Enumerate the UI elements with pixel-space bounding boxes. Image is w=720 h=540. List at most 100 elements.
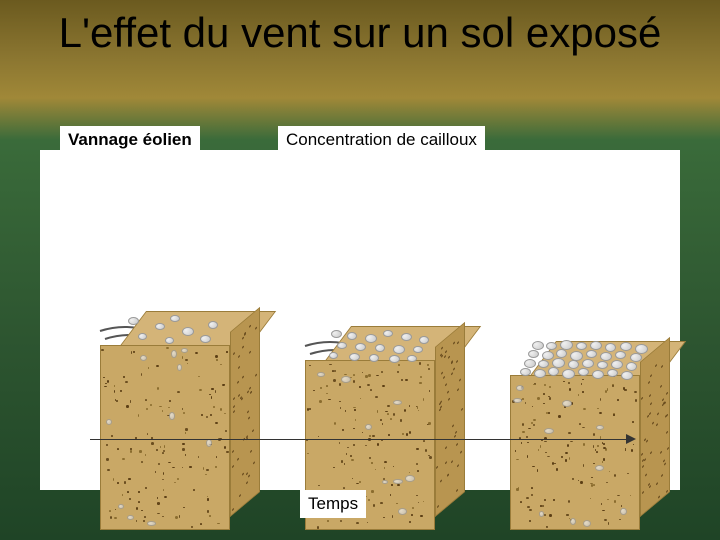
- soil-speck: [144, 516, 146, 517]
- soil-speck: [383, 517, 385, 518]
- soil-speck: [346, 453, 347, 454]
- soil-speck: [148, 367, 149, 368]
- soil-speck: [195, 352, 198, 354]
- soil-speck: [614, 500, 616, 503]
- soil-speck: [393, 413, 395, 415]
- soil-speck: [401, 379, 403, 381]
- soil-speck: [136, 507, 138, 510]
- soil-speck: [369, 457, 371, 458]
- soil-speck: [583, 408, 586, 410]
- soil-speck: [351, 459, 354, 461]
- soil-speck: [390, 494, 391, 495]
- soil-speck: [249, 387, 251, 391]
- soil-speck: [405, 379, 408, 381]
- embedded-pebble: [365, 424, 372, 431]
- soil-speck: [145, 454, 146, 457]
- soil-speck: [649, 412, 651, 416]
- soil-speck: [320, 387, 323, 389]
- soil-speck: [115, 399, 116, 401]
- soil-speck: [122, 494, 124, 496]
- soil-speck: [375, 396, 378, 398]
- soil-speck: [381, 371, 384, 373]
- page-title: L'effet du vent sur un sol exposé: [0, 10, 720, 56]
- soil-speck: [531, 494, 533, 496]
- pebble: [542, 351, 554, 360]
- pebble: [413, 346, 423, 353]
- soil-speck: [392, 515, 394, 517]
- soil-speck: [580, 481, 582, 484]
- soil-speck: [658, 495, 660, 499]
- soil-speck: [656, 423, 658, 427]
- soil-speck: [253, 461, 255, 465]
- soil-speck: [666, 490, 668, 494]
- soil-speck: [657, 412, 659, 416]
- pebble: [562, 369, 575, 379]
- soil-speck: [111, 435, 113, 437]
- soil-speck: [368, 499, 370, 501]
- soil-speck: [621, 505, 622, 507]
- soil-speck: [193, 489, 195, 491]
- soil-speck: [650, 374, 652, 378]
- soil-speck: [182, 467, 183, 468]
- soil-speck: [456, 360, 458, 364]
- soil-speck: [642, 491, 644, 495]
- embedded-pebble: [595, 465, 604, 471]
- soil-speck: [428, 368, 430, 370]
- soil-speck: [445, 446, 447, 450]
- soil-front-face: [100, 345, 230, 530]
- pebble: [208, 321, 218, 329]
- soil-speck: [429, 390, 430, 392]
- pebble: [592, 370, 604, 379]
- soil-speck: [157, 513, 160, 514]
- soil-speck: [362, 432, 363, 434]
- soil-speck: [340, 520, 343, 522]
- soil-speck: [327, 520, 329, 521]
- soil-speck: [309, 365, 312, 366]
- soil-speck: [147, 433, 148, 435]
- soil-speck: [619, 519, 620, 520]
- pebble: [528, 350, 539, 358]
- pebble: [556, 349, 567, 358]
- soil-speck: [343, 487, 345, 489]
- soil-speck: [225, 430, 227, 432]
- soil-speck: [655, 363, 657, 367]
- embedded-pebble: [181, 348, 188, 353]
- pebble: [620, 342, 632, 351]
- soil-speck: [540, 445, 542, 448]
- soil-speck: [553, 499, 555, 501]
- soil-speck: [544, 514, 546, 516]
- soil-speck: [224, 446, 226, 449]
- pebble: [605, 343, 616, 352]
- soil-speck: [127, 491, 128, 493]
- soil-speck: [189, 466, 192, 467]
- soil-speck: [215, 390, 216, 393]
- soil-speck: [406, 433, 408, 435]
- soil-speck: [661, 364, 663, 368]
- soil-speck: [220, 408, 222, 411]
- soil-speck: [599, 412, 602, 414]
- soil-speck: [168, 407, 170, 408]
- pebble: [524, 359, 536, 368]
- pebble: [355, 343, 366, 351]
- soil-speck: [440, 479, 442, 483]
- soil-speck: [145, 399, 147, 401]
- soil-speck: [354, 409, 355, 411]
- soil-speck: [400, 419, 402, 421]
- soil-speck: [527, 455, 529, 458]
- soil-speck: [248, 416, 250, 420]
- pebble: [582, 359, 594, 368]
- soil-speck: [317, 526, 320, 529]
- soil-speck: [623, 387, 624, 390]
- embedded-pebble: [341, 376, 351, 383]
- pebble: [138, 333, 147, 340]
- soil-speck: [242, 336, 244, 340]
- soil-speck: [376, 375, 379, 376]
- soil-speck: [107, 380, 109, 383]
- soil-speck: [648, 381, 650, 385]
- soil-speck: [390, 418, 392, 420]
- soil-speck: [353, 374, 355, 376]
- soil-speck: [353, 428, 354, 429]
- soil-speck: [157, 497, 159, 499]
- soil-speck: [650, 402, 652, 406]
- soil-speck: [169, 400, 171, 402]
